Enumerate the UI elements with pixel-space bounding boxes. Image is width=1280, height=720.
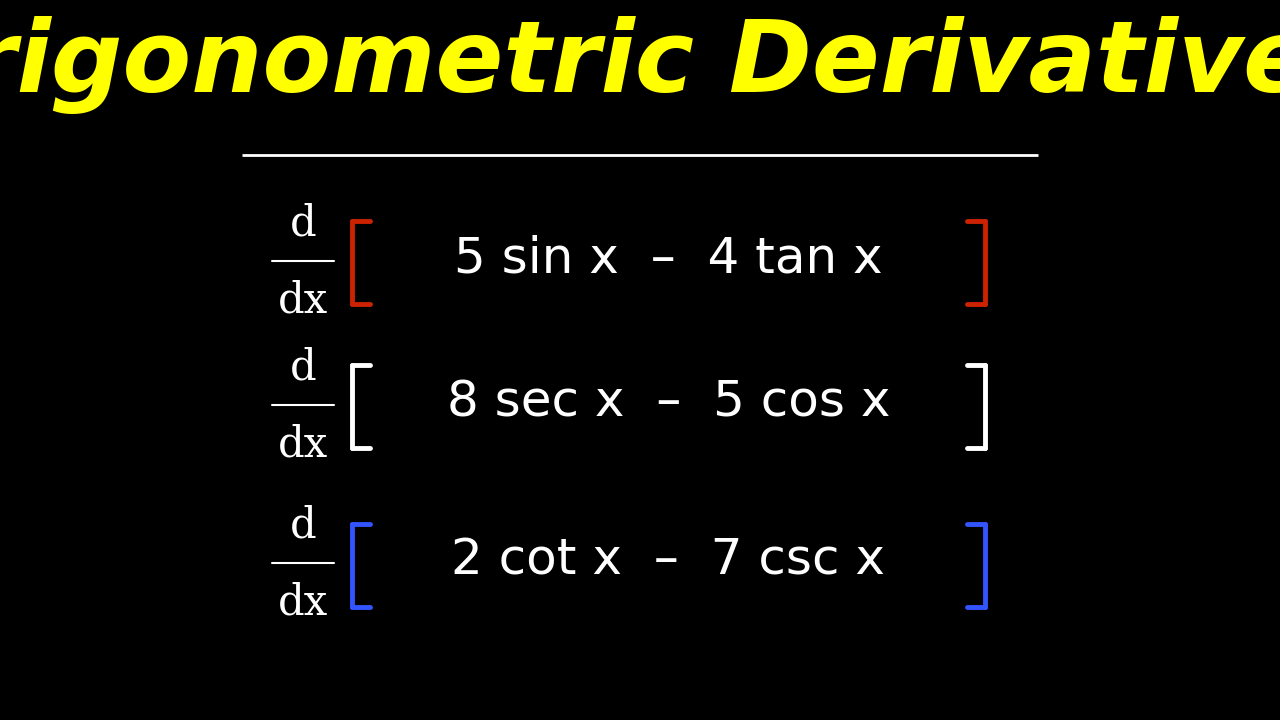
Text: dx: dx <box>278 279 329 321</box>
Text: 8 sec x  –  5 cos x: 8 sec x – 5 cos x <box>447 379 890 426</box>
Text: d: d <box>289 202 316 244</box>
Text: d: d <box>289 505 316 546</box>
Text: dx: dx <box>278 423 329 465</box>
Text: d: d <box>289 346 316 388</box>
Text: Trigonometric Derivatives: Trigonometric Derivatives <box>0 16 1280 114</box>
Text: 5 sin x  –  4 tan x: 5 sin x – 4 tan x <box>454 235 883 282</box>
Text: 2 cot x  –  7 csc x: 2 cot x – 7 csc x <box>452 537 886 585</box>
Text: dx: dx <box>278 582 329 624</box>
